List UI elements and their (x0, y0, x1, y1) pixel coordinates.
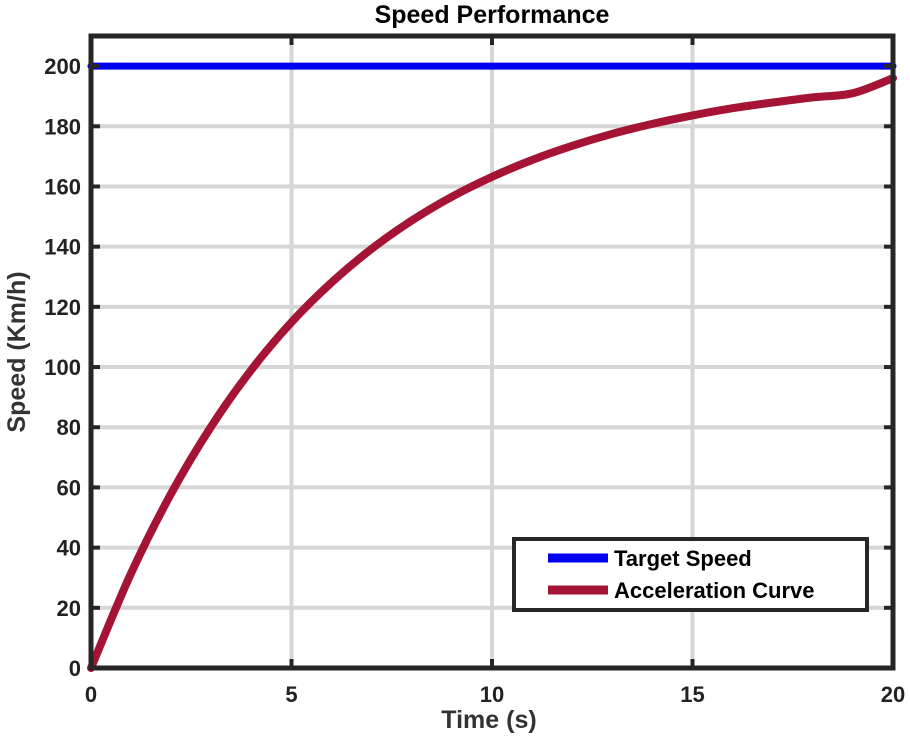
legend-label-target-speed: Target Speed (614, 546, 752, 571)
y-axis-label: Speed (Km/h) (3, 271, 31, 432)
legend: Target Speed Acceleration Curve (512, 537, 869, 612)
y-tick-label: 80 (57, 415, 81, 440)
y-tick-label: 100 (44, 355, 81, 380)
y-tick-label: 180 (44, 114, 81, 139)
series-lines (87, 62, 897, 672)
legend-box (512, 537, 869, 612)
tick-marks (89, 36, 895, 670)
y-tick-label: 160 (44, 174, 81, 199)
y-tick-label: 0 (69, 656, 81, 681)
y-tick-label: 200 (44, 54, 81, 79)
x-tick-labels: 0 5 10 15 20 (85, 682, 905, 707)
y-tick-label: 140 (44, 235, 81, 260)
x-tick-label: 5 (285, 682, 297, 707)
x-tick-label: 15 (680, 682, 704, 707)
legend-label-acceleration-curve: Acceleration Curve (614, 578, 815, 603)
chart-title: Speed Performance (375, 1, 610, 29)
y-tick-labels: 0 20 40 60 80 100 120 140 160 180 200 (44, 54, 81, 681)
x-tick-label: 0 (85, 682, 97, 707)
y-tick-label: 40 (57, 536, 81, 561)
y-tick-label: 120 (44, 295, 81, 320)
x-tick-label: 10 (480, 682, 504, 707)
x-tick-label: 20 (881, 682, 905, 707)
series-line-acceleration-curve (87, 74, 897, 672)
y-tick-label: 20 (57, 596, 81, 621)
y-tick-label: 60 (57, 475, 81, 500)
x-axis-label: Time (s) (441, 706, 536, 734)
